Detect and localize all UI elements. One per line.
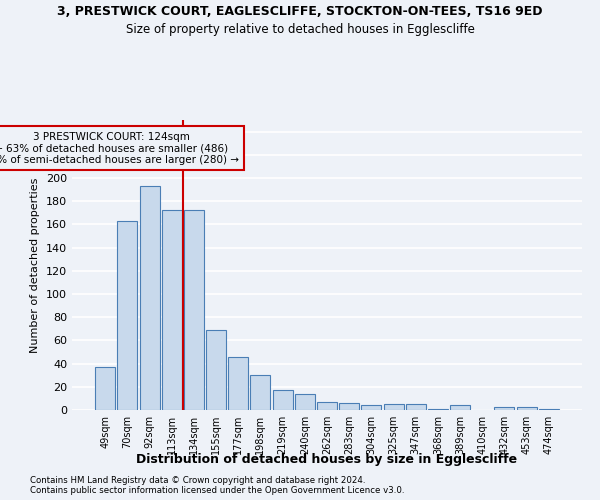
Text: Distribution of detached houses by size in Egglescliffe: Distribution of detached houses by size …	[136, 452, 518, 466]
Bar	[140, 186, 160, 410]
Bar	[494, 406, 514, 410]
Text: 3, PRESTWICK COURT, EAGLESCLIFFE, STOCKTON-ON-TEES, TS16 9ED: 3, PRESTWICK COURT, EAGLESCLIFFE, STOCKT…	[57, 5, 543, 18]
Bar	[184, 210, 204, 410]
Bar	[361, 406, 382, 410]
Bar	[95, 367, 115, 410]
Bar	[228, 356, 248, 410]
Text: Size of property relative to detached houses in Egglescliffe: Size of property relative to detached ho…	[125, 22, 475, 36]
Text: 3 PRESTWICK COURT: 124sqm
← 63% of detached houses are smaller (486)
36% of semi: 3 PRESTWICK COURT: 124sqm ← 63% of detac…	[0, 132, 239, 165]
Bar	[206, 330, 226, 410]
Bar	[250, 375, 271, 410]
Bar	[118, 221, 137, 410]
Bar	[272, 390, 293, 410]
Bar	[539, 409, 559, 410]
Bar	[317, 402, 337, 410]
Text: Contains public sector information licensed under the Open Government Licence v3: Contains public sector information licen…	[30, 486, 404, 495]
Bar	[162, 210, 182, 410]
Bar	[428, 409, 448, 410]
Bar	[339, 403, 359, 410]
Text: Contains HM Land Registry data © Crown copyright and database right 2024.: Contains HM Land Registry data © Crown c…	[30, 476, 365, 485]
Bar	[517, 406, 536, 410]
Bar	[406, 404, 426, 410]
Bar	[450, 406, 470, 410]
Bar	[383, 404, 404, 410]
Bar	[295, 394, 315, 410]
Y-axis label: Number of detached properties: Number of detached properties	[31, 178, 40, 352]
